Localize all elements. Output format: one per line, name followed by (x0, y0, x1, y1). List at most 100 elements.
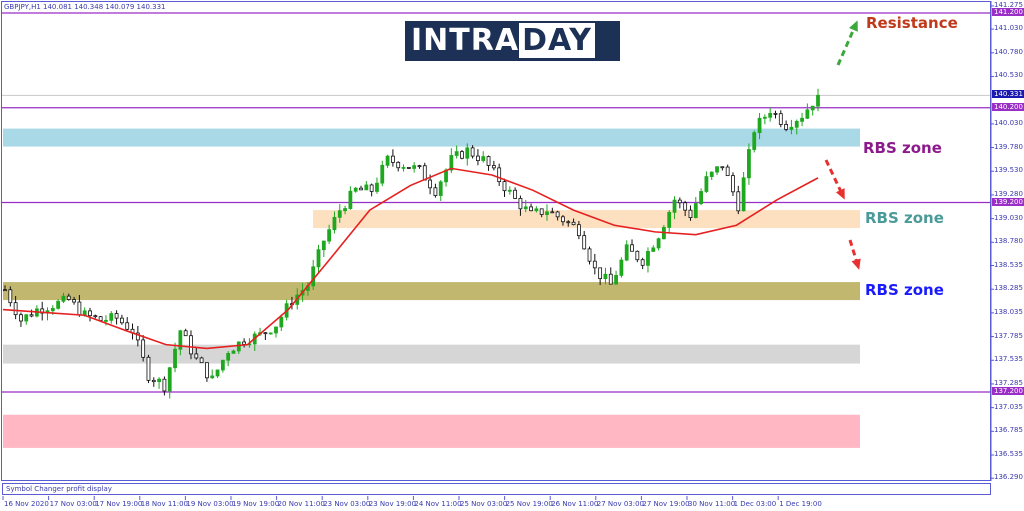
x-tick-label: 1 Dec 03:00 (733, 500, 777, 508)
candle-body (401, 167, 406, 169)
rbs-zone-label-2: RBS zone (865, 209, 944, 227)
candle-body (816, 94, 820, 107)
candle-body (757, 117, 762, 134)
x-tick-label: 17 Nov 19:00 (95, 500, 143, 508)
logo-text-day: DAY (519, 23, 596, 58)
y-tick-label: 141.275 (994, 0, 1023, 9)
candle-body (741, 177, 746, 212)
candle-body (518, 198, 523, 210)
candle-body (491, 165, 496, 169)
candle-body (98, 316, 103, 321)
candle-body (672, 199, 677, 213)
candle-body (422, 165, 427, 181)
intraday-logo: INTRA DAY (405, 21, 620, 61)
status-bar: Symbol Changer profit display (2, 483, 991, 495)
x-tick-label: 30 Nov 11:00 (688, 500, 736, 508)
y-tick-label: 137.285 (994, 378, 1023, 387)
candle-body (316, 249, 321, 268)
candle-body (454, 151, 459, 156)
candle-body (677, 199, 682, 204)
candle-body (571, 221, 576, 226)
candle-body (380, 164, 385, 184)
candle-body (720, 166, 725, 169)
zone-2 (3, 282, 860, 301)
y-tick-label: 139.030 (994, 213, 1023, 222)
candle-body (778, 113, 783, 125)
candle-body (656, 238, 661, 249)
candle-body (396, 161, 401, 169)
candle-body (550, 211, 555, 214)
rbs-zone-label-3: RBS zone (865, 281, 944, 299)
candle-body (141, 339, 146, 358)
x-tick-label: 17 Nov 03:00 (49, 500, 97, 508)
x-tick-label: 19 Nov 19:00 (232, 500, 280, 508)
candle-body (66, 295, 71, 300)
candle-body (56, 300, 61, 309)
candle-body (523, 206, 528, 210)
candle-body (507, 189, 512, 192)
candle-body (268, 332, 273, 335)
candle-body (624, 244, 629, 261)
rbs-zone-label-1: RBS zone (863, 139, 942, 157)
candle-body (470, 147, 475, 157)
candle-body (619, 259, 624, 276)
level-tag: 139.200 (992, 197, 1024, 206)
candle-body (736, 191, 741, 212)
y-tick-label: 138.035 (994, 307, 1023, 316)
candle-body (3, 289, 7, 292)
candle-body (529, 206, 533, 212)
y-tick-label: 136.535 (994, 450, 1023, 458)
candle-body (635, 250, 640, 261)
candle-body (109, 313, 114, 321)
zone-1 (313, 210, 860, 229)
candle-body (773, 112, 778, 115)
candle-body (120, 317, 124, 324)
y-tick-label: 140.530 (994, 71, 1023, 80)
candle-body (19, 314, 23, 322)
candle-body (417, 165, 422, 168)
candle-body (215, 369, 220, 377)
candle-body (385, 155, 390, 166)
candle-body (226, 352, 231, 361)
y-tick-label: 136.785 (994, 426, 1023, 435)
candle-body (146, 356, 151, 381)
candle-body (369, 184, 374, 192)
down-arrow-1-head (835, 188, 845, 200)
candle-body (82, 310, 87, 316)
x-tick-label: 27 Nov 03:00 (596, 500, 644, 508)
candle-body (178, 330, 183, 350)
y-tick-label: 139.780 (994, 142, 1023, 151)
candle-body (438, 181, 443, 196)
y-tick-label: 137.785 (994, 331, 1023, 340)
candle-body (805, 109, 810, 119)
candle-body (683, 202, 688, 211)
candle-body (359, 187, 363, 191)
candle-body (40, 308, 45, 314)
y-tick-label: 137.535 (994, 355, 1023, 364)
candle-body (205, 362, 209, 379)
zone-4 (3, 414, 860, 448)
x-tick-label: 20 Nov 11:00 (277, 500, 325, 508)
x-tick-label: 26 Nov 11:00 (551, 500, 599, 508)
candle-body (561, 216, 565, 223)
candle-body (481, 156, 486, 161)
candle-body (513, 189, 518, 199)
candle-body (545, 211, 549, 215)
level-tag: 137.200 (992, 387, 1024, 395)
down-arrow-1 (824, 159, 845, 197)
candle-body (263, 332, 268, 335)
candle-body (460, 151, 464, 159)
x-tick-label: 25 Nov 03:00 (460, 500, 508, 508)
candle-body (667, 211, 672, 228)
candle-body (236, 341, 241, 352)
candle-body (135, 332, 140, 341)
candle-body (167, 367, 172, 392)
candle-body (189, 335, 193, 355)
zone-3 (3, 344, 860, 364)
candle-body (412, 165, 417, 169)
candle-body (810, 105, 815, 111)
x-tick-label: 27 Nov 19:00 (642, 500, 690, 508)
candle-body (497, 167, 502, 183)
y-tick-label: 138.780 (994, 237, 1023, 246)
